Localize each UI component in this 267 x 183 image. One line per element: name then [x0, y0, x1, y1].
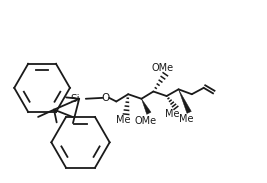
Text: OMe: OMe: [151, 63, 173, 73]
Text: Si: Si: [70, 94, 80, 104]
Polygon shape: [179, 89, 191, 113]
Polygon shape: [142, 99, 151, 114]
Text: Me: Me: [116, 115, 131, 125]
Text: OMe: OMe: [134, 116, 156, 126]
Text: Me: Me: [179, 114, 194, 124]
Text: O: O: [101, 93, 110, 103]
Text: Me: Me: [165, 109, 180, 119]
